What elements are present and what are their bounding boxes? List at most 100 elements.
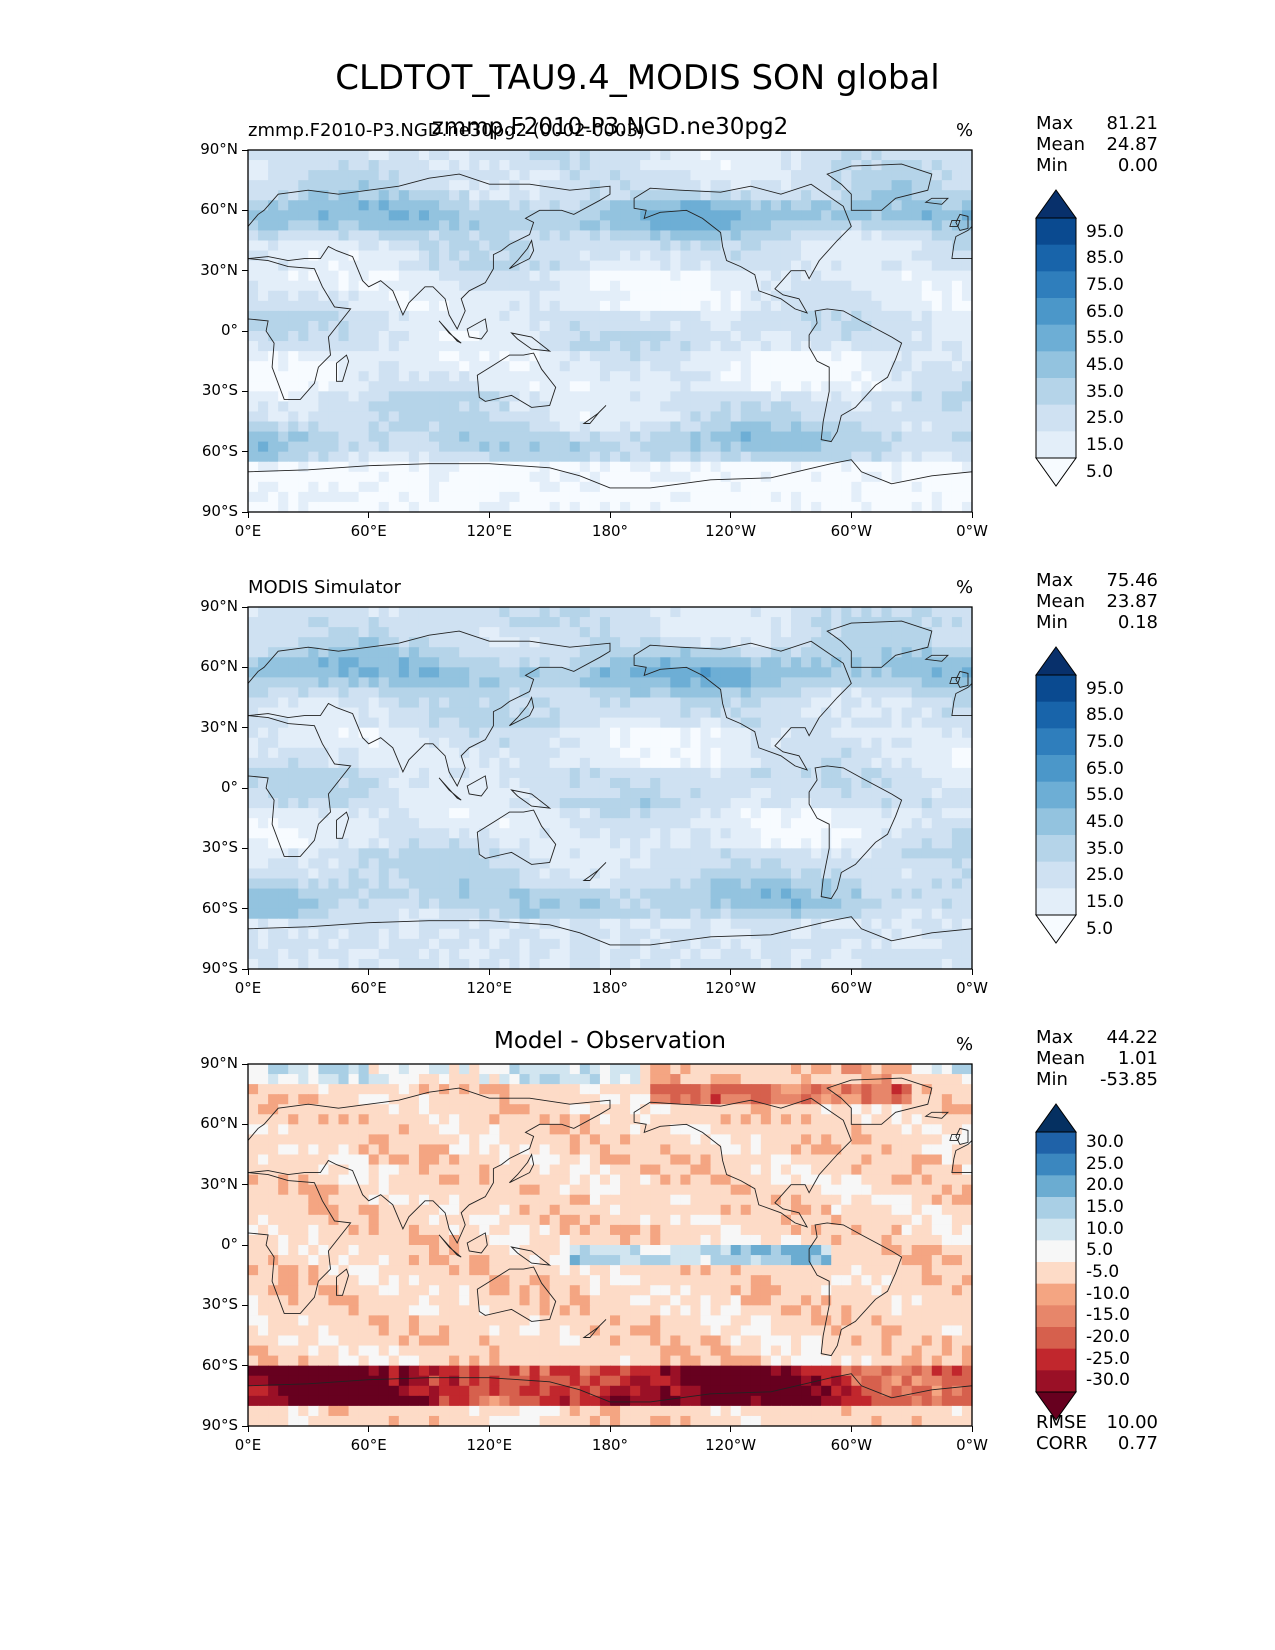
lat-tick-label: 60°S (201, 1355, 238, 1374)
lon-tick-label: 0°W (956, 1436, 988, 1454)
colorbar-tick-label: 65.0 (1086, 301, 1124, 322)
stat-label-corr: CORR (1036, 1433, 1088, 1454)
lon-tick-mark (609, 1426, 611, 1432)
lat-tick-label: 60°N (200, 200, 238, 219)
lat-tick-mark (242, 330, 248, 332)
colorbar-segment (1036, 351, 1076, 379)
colorbar-segment (1036, 861, 1076, 889)
map-panel-0 (247, 149, 973, 513)
lon-tick-label: 60°E (350, 522, 387, 540)
lon-tick-label: 180° (591, 1436, 629, 1454)
coastline (476, 809, 557, 865)
colorbar-0 (1035, 189, 1077, 487)
colorbar-tick-label: -15.0 (1086, 1305, 1130, 1326)
coastline (949, 676, 961, 684)
colorbar-extend-bottom (1035, 1391, 1077, 1421)
lon-tick-label: 60°E (350, 1436, 387, 1454)
coastline (826, 620, 933, 668)
coastline (247, 173, 611, 330)
lon-tick-mark (850, 969, 852, 975)
colorbar-segment (1036, 1327, 1076, 1350)
lat-tick-mark (242, 270, 248, 272)
coastline (633, 1097, 852, 1228)
lat-tick-label: 90°N (200, 1054, 238, 1072)
coastline (509, 1153, 535, 1184)
lat-tick-mark (242, 1063, 248, 1065)
colorbar-segment (1036, 1218, 1076, 1241)
lon-tick-mark (247, 969, 249, 975)
coastline (336, 1268, 350, 1296)
lon-tick-mark (609, 969, 611, 975)
lat-tick-mark (242, 1425, 248, 1427)
coastline (466, 318, 488, 340)
stat-label-min: Min (1036, 612, 1068, 633)
colorbar-tick-label: 55.0 (1086, 328, 1124, 349)
coastline (510, 789, 552, 809)
stat-value-max: 75.46 (1106, 570, 1158, 591)
lat-tick-mark (242, 606, 248, 608)
lat-tick-label: 60°N (200, 1114, 238, 1133)
lon-tick-mark (368, 969, 370, 975)
figure-title: CLDTOT_TAU9.4_MODIS SON global (335, 58, 940, 98)
colorbar-segment (1036, 218, 1076, 246)
lat-tick-label: 30°N (200, 260, 238, 279)
colorbar-tick-label: 65.0 (1086, 758, 1124, 779)
lat-tick-mark (242, 209, 248, 211)
colorbar-segment (1036, 431, 1076, 459)
lat-tick-label: 30°N (200, 717, 238, 736)
lat-tick-label: 90°N (200, 140, 238, 158)
colorbar-segment (1036, 1305, 1076, 1328)
lat-tick-mark (242, 390, 248, 392)
coastline (466, 775, 488, 797)
lat-tick-label: 90°N (200, 597, 238, 615)
lat-tick-label: 90°S (201, 1416, 238, 1434)
stat-value-rmse: 10.00 (1106, 1412, 1158, 1433)
stat-value-max: 44.22 (1106, 1027, 1158, 1048)
lon-tick-label: 180° (591, 979, 629, 997)
lat-tick-mark (242, 1244, 248, 1246)
lat-tick-label: 0° (220, 1235, 238, 1253)
colorbar-tick-label: -20.0 (1086, 1326, 1130, 1347)
lat-tick-mark (242, 149, 248, 151)
colorbar-tick-label: 25.0 (1086, 1153, 1124, 1174)
coastline (582, 1319, 607, 1338)
colorbar-segment (1036, 298, 1076, 326)
coastline (826, 1077, 933, 1125)
colorbar-tick-label: 15.0 (1086, 435, 1124, 455)
colorbar-tick-label: 35.0 (1086, 381, 1124, 402)
colorbar-tick-label: 5.0 (1086, 461, 1114, 482)
colorbar-tick-label: 25.0 (1086, 408, 1124, 429)
lat-tick-mark (242, 1184, 248, 1186)
lon-tick-label: 60°W (830, 522, 873, 540)
stat-value-corr: 0.77 (1117, 1433, 1158, 1454)
coastline (438, 1234, 462, 1258)
lat-tick-label: 60°S (201, 898, 238, 917)
lat-tick-mark (242, 847, 248, 849)
lat-tick-mark (242, 968, 248, 970)
coastline (633, 640, 852, 771)
colorbar-1 (1035, 646, 1077, 944)
lon-tick-mark (368, 512, 370, 518)
colorbar-segment (1036, 781, 1076, 809)
coastline (949, 1133, 961, 1141)
lon-tick-mark (488, 512, 490, 518)
colorbar-segment (1036, 1240, 1076, 1263)
colorbar-tick-label: 75.0 (1086, 732, 1124, 752)
colorbar-segment (1036, 1283, 1076, 1306)
coastline (924, 1111, 949, 1119)
colorbar-tick-label: 5.0 (1086, 918, 1114, 939)
colorbar-extend-bottom (1035, 457, 1077, 487)
colorbar-tick-label: 25.0 (1086, 865, 1124, 886)
coastline (826, 163, 933, 211)
colorbar-segment (1036, 1370, 1076, 1393)
lat-tick-label: 30°S (201, 381, 238, 400)
coastline (955, 1127, 969, 1145)
lat-tick-mark (242, 1123, 248, 1125)
lon-tick-mark (488, 969, 490, 975)
colorbar-extend-bottom (1035, 914, 1077, 944)
colorbar-tick-label: 10.0 (1086, 1218, 1124, 1239)
colorbar-segment (1036, 378, 1076, 406)
coastline (247, 1172, 352, 1314)
coastline (476, 352, 557, 408)
lat-tick-label: 60°N (200, 657, 238, 676)
